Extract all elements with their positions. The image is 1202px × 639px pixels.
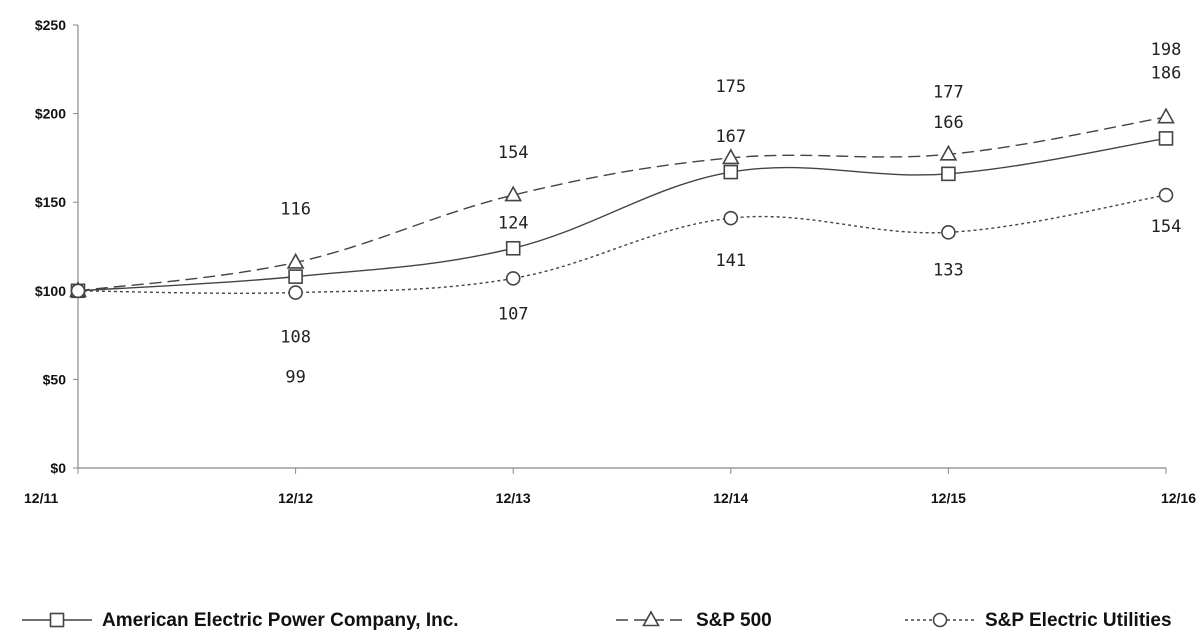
series-lines: [77, 116, 1167, 294]
data-labels: 108 124 167 166 186 116 154 175 177 198 99 107 141 13…: [280, 40, 1181, 387]
legend-label-aep: American Electric Power Company, Inc.: [102, 610, 459, 631]
data-point-utilities: [723, 210, 739, 226]
data-label-utilities: 133: [933, 260, 964, 280]
data-point-utilities: [288, 285, 303, 300]
data-label-utilities: 141: [715, 251, 746, 271]
x-tick-label: 12/14: [713, 490, 748, 506]
legend-marker-utilities: [932, 612, 948, 628]
legend-item-sp500: S&P 500: [616, 610, 772, 631]
data-label-utilities: 107: [498, 304, 529, 324]
legend-marker-sp500: [642, 610, 660, 627]
data-point-utilities: [70, 283, 86, 299]
series-markers: [69, 107, 1175, 300]
axes: $0 $50 $100 $150 $200 $250 12/11 12/12 12/13 12/1…: [24, 17, 1196, 506]
x-tick-label: 12/12: [278, 490, 313, 506]
data-point-aep: [288, 269, 303, 284]
data-point-utilities: [1158, 187, 1174, 203]
data-point-sp500: [939, 144, 958, 161]
data-point-sp500: [1157, 107, 1175, 124]
data-point-aep: [723, 164, 739, 180]
data-label-sp500: 177: [933, 82, 964, 102]
data-point-sp500: [286, 252, 305, 269]
data-point-utilities: [505, 271, 521, 286]
data-point-utilities: [941, 225, 956, 240]
data-label-sp500: 154: [498, 143, 529, 163]
data-label-utilities: 99: [285, 368, 305, 388]
series-line-sp500: [77, 116, 1167, 292]
data-point-sp500: [504, 185, 523, 202]
y-tick-label: $0: [50, 460, 66, 476]
data-label-aep: 186: [1151, 63, 1182, 83]
x-tick-label: 12/16: [1161, 490, 1196, 506]
legend-label-utilities: S&P Electric Utilities: [985, 610, 1172, 631]
y-tick-label: $50: [43, 371, 67, 387]
series-line-utilities: [77, 194, 1167, 294]
data-label-sp500: 116: [280, 199, 311, 219]
x-tick-label: 12/15: [931, 490, 966, 506]
legend-item-aep: American Electric Power Company, Inc.: [22, 610, 459, 631]
legend-label-sp500: S&P 500: [696, 610, 772, 631]
x-tick-label: 12/11: [24, 490, 58, 506]
data-label-aep: 124: [498, 213, 529, 233]
data-point-aep: [505, 240, 521, 256]
y-tick-label: $250: [35, 17, 66, 33]
y-tick-label: $150: [35, 194, 66, 210]
y-tick-label: $200: [35, 106, 66, 122]
data-label-sp500: 198: [1151, 40, 1182, 60]
legend-marker-aep: [49, 612, 65, 628]
legend-item-utilities: S&P Electric Utilities: [905, 610, 1172, 631]
data-label-utilities: 154: [1151, 217, 1182, 237]
legend: American Electric Power Company, Inc. S&P…: [22, 610, 1172, 631]
data-label-aep: 167: [715, 127, 746, 147]
data-label-sp500: 175: [715, 77, 746, 97]
data-point-sp500: [721, 148, 740, 165]
series-line-aep: [77, 137, 1167, 292]
y-tick-label: $100: [35, 283, 66, 299]
x-tick-label: 12/13: [496, 490, 531, 506]
data-label-aep: 166: [933, 113, 964, 133]
data-point-aep: [941, 166, 956, 182]
data-point-aep: [1158, 131, 1174, 146]
data-label-aep: 108: [280, 328, 311, 348]
